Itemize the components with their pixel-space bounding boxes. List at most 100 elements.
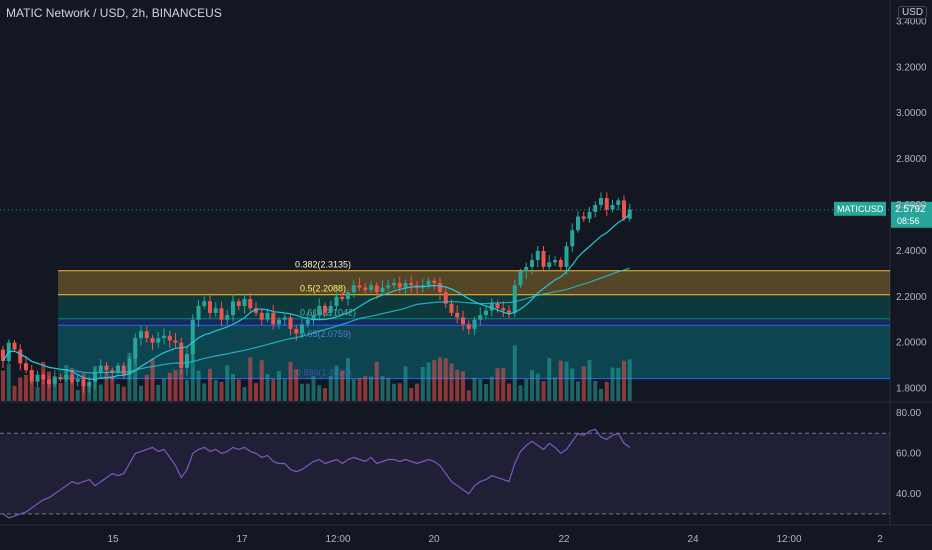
candle-body[interactable]	[466, 324, 471, 329]
candle-body[interactable]	[127, 358, 132, 375]
candle-body[interactable]	[587, 211, 592, 219]
candle-body[interactable]	[219, 308, 224, 320]
candle-body[interactable]	[41, 374, 46, 380]
candle-body[interactable]	[323, 305, 327, 313]
candle-body[interactable]	[265, 312, 270, 320]
candle-body[interactable]	[248, 299, 253, 309]
candle-body[interactable]	[139, 331, 143, 339]
candle-body[interactable]	[231, 301, 235, 316]
candle-body[interactable]	[271, 312, 276, 325]
candle-body[interactable]	[98, 365, 103, 373]
candle-body[interactable]	[167, 335, 172, 341]
moving-average-fast[interactable]	[2, 213, 631, 381]
candle-body[interactable]	[593, 205, 598, 212]
candle-body[interactable]	[340, 296, 345, 300]
candle-body[interactable]	[403, 283, 408, 288]
candle-body[interactable]	[363, 287, 368, 290]
candle-body[interactable]	[75, 379, 80, 382]
candle-body[interactable]	[535, 250, 540, 261]
candle-body[interactable]	[604, 198, 609, 210]
candle-body[interactable]	[610, 205, 615, 210]
candle-body[interactable]	[397, 283, 402, 288]
candle-body[interactable]	[87, 381, 92, 387]
candle-body[interactable]	[29, 370, 34, 382]
candle-body[interactable]	[346, 292, 350, 300]
candle-body[interactable]	[524, 266, 529, 272]
candle-body[interactable]	[18, 349, 23, 364]
candle-body[interactable]	[64, 374, 69, 380]
candle-body[interactable]	[35, 374, 40, 382]
candle-body[interactable]	[12, 342, 17, 350]
candle-body[interactable]	[443, 292, 448, 304]
candle-body[interactable]	[213, 308, 218, 313]
candle-body[interactable]	[547, 262, 552, 267]
candle-body[interactable]	[116, 365, 120, 373]
candle-body[interactable]	[386, 285, 391, 288]
candle-body[interactable]	[121, 365, 126, 375]
candle-body[interactable]	[461, 317, 465, 325]
candle-body[interactable]	[282, 317, 287, 320]
candle-body[interactable]	[236, 301, 241, 306]
candle-body[interactable]	[599, 198, 603, 205]
candle-body[interactable]	[110, 370, 115, 373]
candle-body[interactable]	[58, 377, 63, 380]
candle-body[interactable]	[47, 379, 51, 384]
candle-body[interactable]	[472, 319, 477, 329]
candle-body[interactable]	[518, 271, 523, 286]
candle-body[interactable]	[432, 280, 437, 283]
candle-body[interactable]	[144, 331, 149, 339]
candle-body[interactable]	[455, 312, 460, 318]
candle-body[interactable]	[156, 338, 161, 343]
candle-body[interactable]	[392, 283, 396, 286]
candle-body[interactable]	[133, 338, 138, 359]
candle-body[interactable]	[380, 287, 385, 293]
candle-body[interactable]	[196, 305, 201, 320]
candle-body[interactable]	[150, 338, 155, 343]
candle-body[interactable]	[570, 230, 575, 247]
candle-body[interactable]	[52, 377, 57, 384]
candle-body[interactable]	[162, 335, 166, 339]
candle-body[interactable]	[507, 310, 511, 313]
candle-body[interactable]	[512, 285, 517, 313]
candle-body[interactable]	[564, 246, 569, 267]
candle-body[interactable]	[328, 305, 333, 313]
candle-body[interactable]	[495, 303, 500, 309]
candle-body[interactable]	[317, 305, 322, 316]
candle-body[interactable]	[104, 365, 109, 371]
candle-body[interactable]	[242, 299, 247, 306]
candle-body[interactable]	[311, 315, 316, 320]
candle-body[interactable]	[208, 301, 212, 313]
candle-body[interactable]	[93, 372, 97, 382]
candle-body[interactable]	[288, 317, 293, 329]
candle-body[interactable]	[1, 349, 5, 361]
candle-body[interactable]	[179, 342, 184, 368]
candle-body[interactable]	[374, 285, 379, 293]
candle-body[interactable]	[501, 308, 506, 311]
rsi-line[interactable]	[2, 428, 631, 519]
candle-body[interactable]	[409, 283, 414, 286]
candle-body[interactable]	[294, 328, 299, 334]
candle-body[interactable]	[225, 315, 230, 320]
candle-body[interactable]	[530, 260, 534, 267]
candle-body[interactable]	[185, 354, 189, 368]
candle-body[interactable]	[277, 319, 281, 325]
currency-label[interactable]: USD	[898, 6, 928, 19]
candle-body[interactable]	[259, 312, 264, 320]
candle-body[interactable]	[254, 308, 258, 313]
candle-body[interactable]	[70, 374, 74, 382]
candle-body[interactable]	[190, 319, 195, 355]
candle-body[interactable]	[541, 250, 546, 267]
candle-body[interactable]	[553, 260, 557, 263]
candle-body[interactable]	[426, 280, 431, 286]
candle-body[interactable]	[438, 283, 442, 293]
candle-body[interactable]	[24, 363, 28, 371]
candle-body[interactable]	[558, 260, 563, 267]
candle-body[interactable]	[81, 379, 86, 387]
candle-body[interactable]	[616, 200, 621, 205]
candle-body[interactable]	[351, 285, 356, 293]
candle-body[interactable]	[202, 301, 207, 306]
candle-body[interactable]	[173, 340, 178, 343]
candle-body[interactable]	[305, 319, 310, 325]
candle-body[interactable]	[484, 310, 488, 316]
candle-body[interactable]	[576, 216, 580, 231]
